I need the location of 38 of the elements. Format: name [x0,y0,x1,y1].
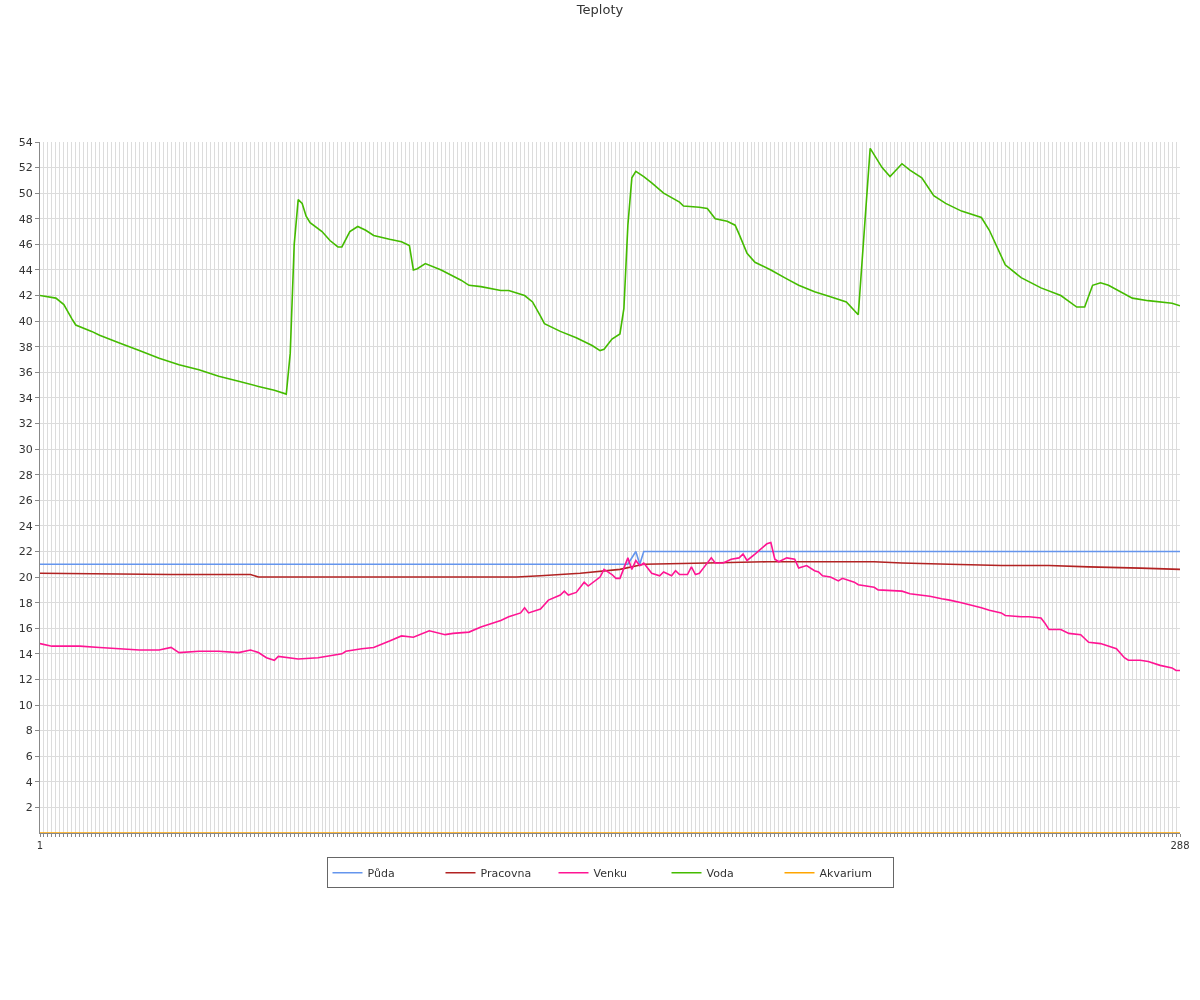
y-tick-label: 8 [25,724,33,738]
y-tick-label: 26 [18,494,33,508]
y-tick-label: 4 [25,775,33,789]
y-tick-label: 34 [18,391,33,405]
legend-label: Půda [367,866,395,880]
y-tick-label: 32 [18,417,33,431]
y-tick-label: 24 [18,519,33,533]
y-tick-label: 42 [18,289,33,303]
y-tick-label: 12 [18,673,33,687]
y-tick-label: 10 [18,698,33,712]
line-series [40,560,1180,578]
y-tick-label: 48 [18,212,33,226]
y-tick-label: 30 [18,442,33,456]
line-series [40,541,1180,672]
x-tick-label: 288 [1170,840,1190,851]
legend-label: Pracovna [480,866,532,880]
legend-label: Venku [593,866,627,880]
y-tick-label: 16 [18,622,33,636]
y-tick-label: 50 [18,187,33,201]
y-tick-label: 2 [25,801,33,815]
y-tick-label: 14 [18,647,33,661]
y-tick-label: 54 [18,135,33,149]
x-tick-label: 1 [36,840,44,851]
y-tick-label: 18 [18,596,33,610]
y-tick-label: 22 [18,545,33,559]
y-tick-label: 36 [18,366,33,380]
y-tick-label: 40 [18,315,33,328]
legend-label: Voda [706,866,734,880]
y-tick-label: 28 [18,468,33,482]
legend-label: Akvarium [819,866,872,880]
y-tick-label: 38 [18,340,33,354]
y-tick-label: 6 [25,750,33,764]
y-tick-label: 20 [18,570,33,584]
line-series [40,147,1180,395]
y-tick-label: 44 [18,263,33,277]
y-tick-label: 46 [18,238,33,252]
y-tick-label: 52 [18,161,33,175]
chart-title: Teploty [575,2,624,18]
